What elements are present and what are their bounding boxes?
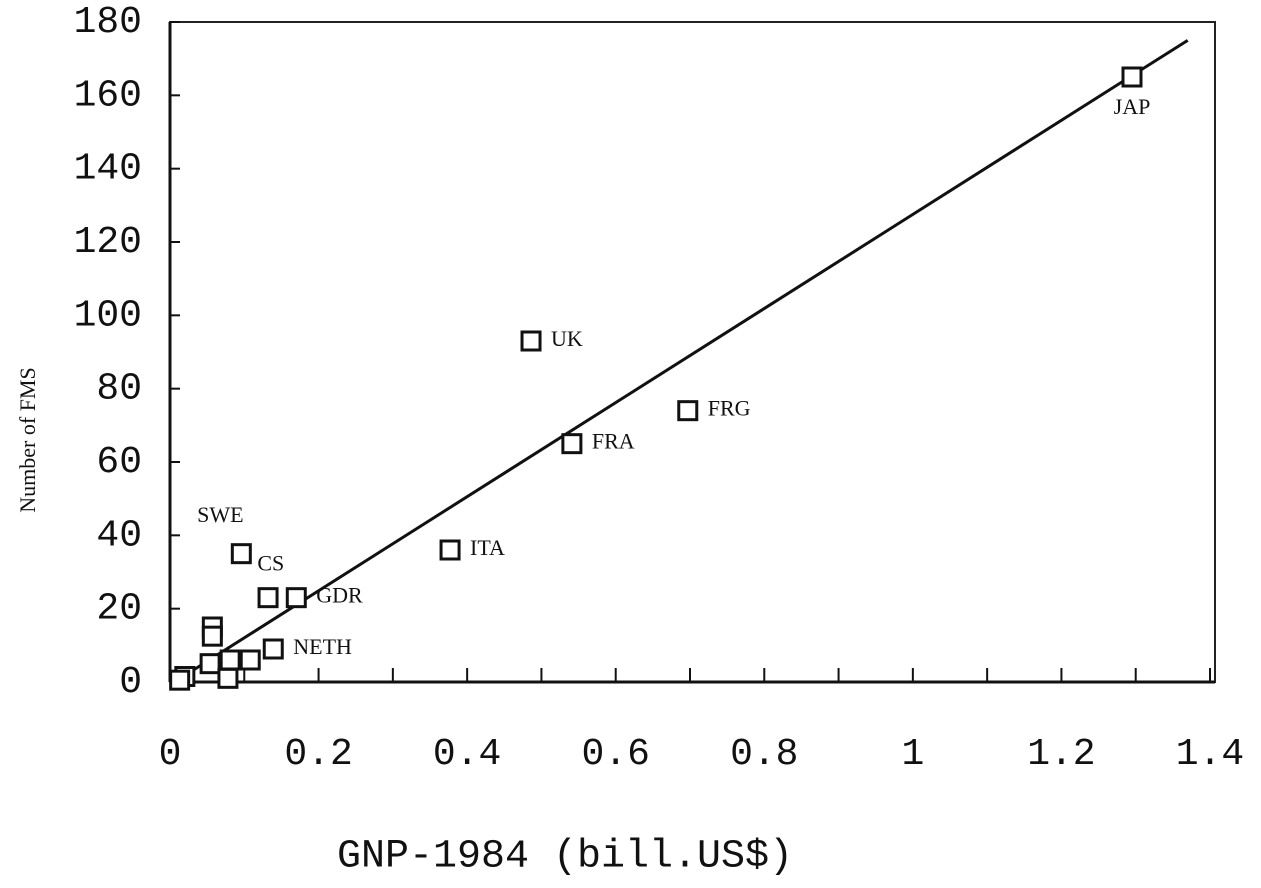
x-tick-label: 1.2 [1027, 733, 1095, 776]
point [561, 433, 583, 455]
point-label: SWE [197, 502, 243, 527]
point [439, 539, 461, 561]
y-axis-label: Number of FMS [15, 367, 40, 512]
point [677, 400, 699, 422]
point [217, 667, 239, 689]
fit-line [176, 39, 1189, 682]
x-tick-label: 1 [901, 733, 924, 776]
point-label: NETH [293, 634, 352, 659]
point-label: FRA [592, 429, 635, 454]
point-label: JAP [1114, 94, 1151, 119]
point [239, 649, 261, 671]
point [201, 625, 223, 647]
point [520, 330, 542, 352]
y-tick-label: 60 [96, 441, 142, 484]
y-tick-label: 80 [96, 368, 142, 411]
y-tick-label: 180 [74, 1, 142, 44]
point-label: CS [257, 551, 284, 576]
point [230, 543, 252, 565]
x-tick-label: 0.2 [284, 733, 352, 776]
point-label: UK [551, 326, 583, 351]
point-label: FRG [708, 396, 751, 421]
y-tick-label: 20 [96, 588, 142, 631]
y-tick-label: 100 [74, 294, 142, 337]
point [169, 669, 191, 691]
x-tick-label: 0.6 [582, 733, 650, 776]
x-tick-label: 1.4 [1176, 733, 1244, 776]
x-tick-label: 0.8 [730, 733, 798, 776]
point [257, 587, 279, 609]
x-axis-label: GNP-1984 (bill.US$) [337, 835, 793, 880]
point [199, 653, 221, 675]
point [219, 649, 241, 671]
point-label: ITA [470, 535, 505, 560]
y-tick-label: 160 [74, 74, 142, 117]
point [1121, 66, 1143, 88]
point [262, 638, 284, 660]
y-tick-label: 0 [119, 661, 142, 704]
point-label: GDR [316, 583, 363, 608]
point [285, 587, 307, 609]
y-tick-label: 120 [74, 221, 142, 264]
x-tick-label: 0.4 [433, 733, 501, 776]
y-tick-label: 40 [96, 514, 142, 557]
x-tick-label: 0 [159, 733, 182, 776]
y-tick-label: 140 [74, 148, 142, 191]
